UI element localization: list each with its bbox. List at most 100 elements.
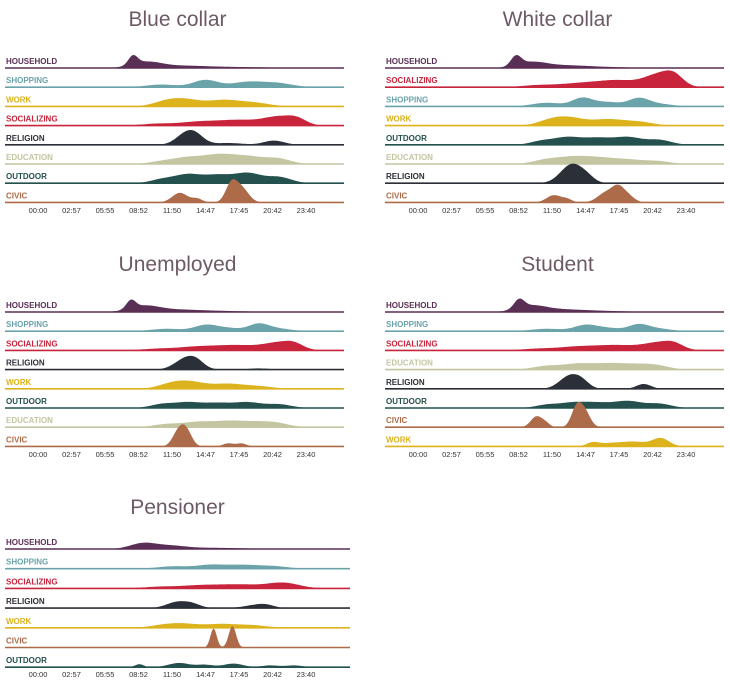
ridge-work: WORK: [385, 115, 724, 127]
ridge-civic: CIVIC: [5, 424, 344, 448]
x-tick-label: 08:52: [509, 206, 528, 215]
chart-panel-student: Student HOUSEHOLD SHOPPING SOCIALIZING EDUCA…: [385, 0, 730, 690]
x-tick-label: 05:55: [96, 206, 115, 215]
x-tick-label: 05:55: [476, 450, 495, 459]
ridgeline-plot: HOUSEHOLD SHOPPING SOCIALIZING EDUCATION REL…: [385, 298, 724, 459]
ridge-socializing: SOCIALIZING: [385, 70, 724, 88]
ridge-area-education: [385, 155, 724, 164]
x-tick-label: 23:40: [677, 206, 696, 215]
series-label: EDUCATION: [6, 153, 53, 162]
x-tick-label: 23:40: [297, 450, 316, 459]
chart-panel-white-collar: White collar HOUSEHOLD SOCIALIZING SHOPPING…: [385, 0, 730, 690]
x-tick-label: 20:42: [263, 670, 282, 679]
x-axis-ticks: 00:00 02:57 05:55 08:52 11:50 14:47 17:45 20:42…: [409, 450, 696, 459]
series-label: RELIGION: [386, 378, 425, 387]
ridgeline-plot: HOUSEHOLD SHOPPING WORK SOCIALIZING RELIGION…: [5, 54, 344, 215]
chart-panel-blue-collar: Blue collar HOUSEHOLD SHOPPING WORK SOCIALIZ…: [5, 0, 350, 690]
ridge-area-religion: [5, 601, 350, 609]
x-tick-label: 11:50: [163, 670, 181, 679]
ridge-area-education: [5, 420, 344, 428]
ridgeline-plot: HOUSEHOLD SHOPPING SOCIALIZING RELIGION WORK…: [5, 299, 344, 459]
x-tick-label: 02:57: [62, 670, 81, 679]
x-tick-label: 00:00: [29, 206, 48, 215]
ridge-civic: CIVIC: [385, 184, 724, 204]
x-tick-label: 00:00: [409, 450, 428, 459]
ridge-area-shopping: [5, 323, 344, 332]
ridge-area-work: [5, 623, 350, 628]
ridge-socializing: SOCIALIZING: [385, 339, 724, 352]
ridge-area-outdoor: [385, 400, 724, 408]
x-tick-label: 08:52: [129, 450, 148, 459]
x-tick-label: 00:00: [409, 206, 428, 215]
series-label: WORK: [386, 435, 412, 444]
x-tick-label: 17:45: [610, 450, 629, 459]
x-tick-label: 00:00: [29, 670, 48, 679]
ridge-education: EDUCATION: [5, 416, 344, 429]
series-label: SOCIALIZING: [386, 76, 438, 85]
ridge-area-work: [5, 380, 344, 389]
ridge-shopping: SHOPPING: [385, 320, 724, 333]
x-tick-label: 11:50: [163, 450, 181, 459]
ridge-area-civic: [385, 184, 724, 203]
ridge-area-outdoor: [5, 662, 350, 668]
ridge-civic: CIVIC: [5, 625, 350, 649]
ridge-area-socializing: [385, 70, 724, 88]
ridge-area-household: [5, 542, 350, 549]
ridge-area-religion: [5, 130, 344, 145]
x-axis-ticks: 00:00 02:57 05:55 08:52 11:50 14:47 17:45 20:42…: [409, 206, 696, 215]
ridge-work: WORK: [5, 378, 344, 390]
ridgeline-plot: HOUSEHOLD SOCIALIZING SHOPPING WORK OUTDOOR E…: [385, 54, 724, 215]
series-label: CIVIC: [386, 191, 408, 200]
x-tick-label: 14:47: [576, 450, 595, 459]
chart-title: Student: [521, 253, 594, 276]
ridge-area-work: [385, 437, 724, 447]
ridge-area-household: [385, 54, 724, 68]
x-tick-label: 08:52: [509, 450, 528, 459]
x-tick-label: 08:52: [129, 206, 148, 215]
ridge-work: WORK: [5, 95, 344, 108]
series-label: SOCIALIZING: [6, 339, 58, 348]
series-label: HOUSEHOLD: [6, 538, 57, 547]
ridge-civic: CIVIC: [385, 401, 724, 429]
ridge-shopping: SHOPPING: [5, 558, 350, 570]
series-label: OUTDOOR: [6, 172, 47, 181]
chart-title: Blue collar: [128, 8, 227, 31]
ridge-education: EDUCATION: [5, 153, 344, 165]
x-tick-label: 14:47: [576, 206, 595, 215]
series-label: HOUSEHOLD: [6, 301, 57, 310]
series-label: HOUSEHOLD: [6, 57, 57, 66]
ridge-shopping: SHOPPING: [5, 320, 344, 333]
ridge-area-shopping: [5, 79, 344, 88]
ridge-area-work: [5, 98, 344, 107]
ridge-outdoor: OUTDOOR: [5, 172, 344, 184]
x-axis-ticks: 00:00 02:57 05:55 08:52 11:50 14:47 17:45 20:42…: [29, 450, 316, 459]
ridge-religion: RELIGION: [385, 163, 724, 184]
ridge-area-civic: [5, 424, 344, 447]
ridge-religion: RELIGION: [5, 597, 350, 609]
series-label: OUTDOOR: [386, 134, 427, 143]
x-tick-label: 14:47: [196, 206, 215, 215]
series-label: SHOPPING: [6, 76, 48, 85]
ridge-area-shopping: [5, 564, 350, 569]
ridge-area-outdoor: [5, 172, 344, 184]
x-tick-label: 23:40: [297, 670, 316, 679]
ridge-shopping: SHOPPING: [5, 76, 344, 88]
ridge-shopping: SHOPPING: [385, 95, 724, 108]
x-tick-label: 14:47: [196, 670, 215, 679]
ridge-area-civic: [5, 179, 344, 203]
x-tick-label: 17:45: [610, 206, 629, 215]
ridge-outdoor: OUTDOOR: [385, 397, 724, 409]
series-label: RELIGION: [6, 597, 45, 606]
series-label: WORK: [6, 95, 32, 104]
ridge-outdoor: OUTDOOR: [385, 134, 724, 146]
series-label: SHOPPING: [386, 95, 428, 104]
x-tick-label: 20:42: [643, 450, 662, 459]
x-tick-label: 20:42: [263, 206, 282, 215]
series-label: WORK: [6, 617, 32, 626]
ridgeline-plot: HOUSEHOLD SHOPPING SOCIALIZING RELIGION WORK…: [5, 538, 350, 679]
x-tick-label: 17:45: [230, 670, 249, 679]
series-label: WORK: [6, 378, 32, 387]
series-label: EDUCATION: [6, 416, 53, 425]
series-label: OUTDOOR: [6, 397, 47, 406]
x-tick-label: 02:57: [442, 206, 461, 215]
